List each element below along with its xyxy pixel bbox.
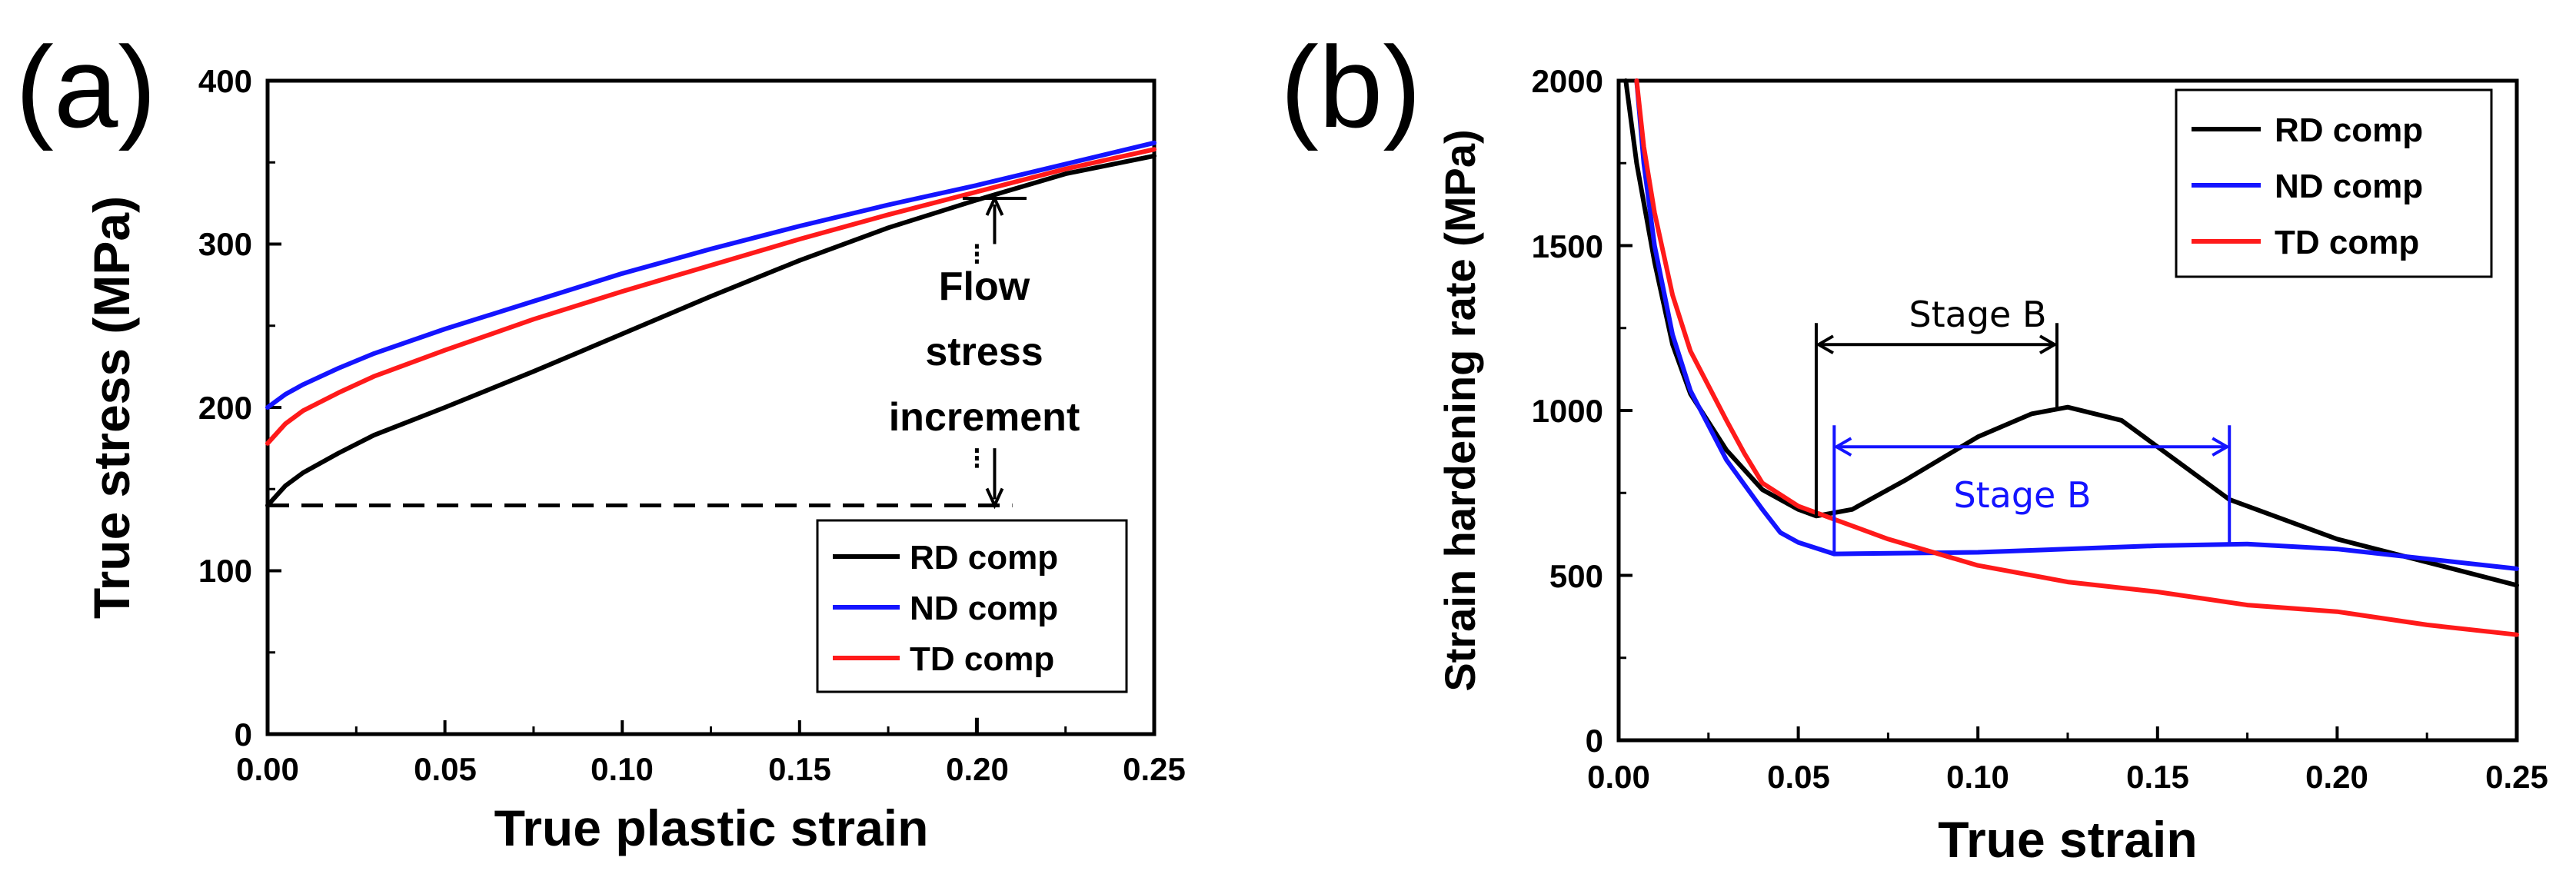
panel-b-x-axis-title: True strain	[1938, 811, 2197, 868]
legend-label-nd: ND comp	[910, 590, 1058, 627]
panel-b: (b) 0.00 0.05 0.10 0.15 0.20 0.25 0 500 …	[1280, 22, 2548, 868]
legend-label-td: TD comp	[910, 640, 1054, 678]
y-tick-label: 1000	[1532, 393, 1603, 429]
x-tick-label: 0.20	[946, 751, 1009, 787]
stage-b-right-arrowhead-rd	[2039, 334, 2058, 354]
stage-b-left-arrowhead-nd	[1833, 437, 1852, 457]
panel-b-y-tick-labels: 0 500 1000 1500 2000	[1532, 63, 1603, 759]
panel-a-x-axis-title: True plastic strain	[494, 799, 929, 856]
y-tick-label: 100	[198, 553, 252, 589]
panel-a-series	[265, 140, 1157, 508]
panel-b-annotations	[1814, 323, 2232, 554]
y-tick-label: 1500	[1532, 228, 1603, 264]
x-tick-label: 0.00	[1587, 759, 1650, 795]
stage-b-left-arrowhead-rd	[1815, 334, 1834, 354]
x-tick-label: 0.25	[2485, 759, 2548, 795]
stage-b-label-nd: Stage B	[1953, 474, 2091, 516]
x-tick-label: 0.00	[236, 751, 299, 787]
series-line-td	[265, 147, 1157, 446]
series-line-rd	[1623, 78, 2519, 588]
x-tick-label: 0.20	[2305, 759, 2368, 795]
panel-b-series	[1623, 78, 2519, 637]
panel-a-y-tick-labels: 0 100 200 300 400	[198, 63, 252, 753]
panel-b-y-axis-title: Strain hardening rate (MPa)	[1436, 129, 1484, 691]
x-tick-label: 0.10	[591, 751, 654, 787]
annotation-line-flow: Flow	[939, 264, 1030, 309]
x-tick-label: 0.15	[768, 751, 831, 787]
stage-b-right-arrowhead-nd	[2212, 437, 2231, 457]
legend-label-nd: ND comp	[2275, 168, 2423, 205]
y-tick-label: 500	[1549, 558, 1603, 594]
x-tick-label: 0.05	[414, 751, 477, 787]
series-line-td	[1634, 78, 2519, 637]
panel-b-label: (b)	[1280, 22, 1421, 151]
x-tick-label: 0.10	[1946, 759, 2009, 795]
series-line-rd	[265, 153, 1157, 508]
panel-b-x-tick-labels: 0.00 0.05 0.10 0.15 0.20 0.25	[1587, 759, 2548, 795]
panel-a-label: (a)	[15, 22, 156, 151]
panel-b-legend: RD comp ND comp TD comp	[2175, 88, 2493, 278]
arrow-down-head	[985, 487, 1004, 510]
x-tick-label: 0.25	[1123, 751, 1186, 787]
y-tick-label: 200	[198, 390, 252, 426]
series-line-nd	[1634, 78, 2519, 571]
series-line-nd	[265, 140, 1157, 410]
annotation-line-stress: stress	[925, 330, 1043, 374]
annotation-line-increment: increment	[889, 395, 1080, 440]
y-tick-label: 0	[1586, 723, 1603, 759]
x-tick-label: 0.05	[1767, 759, 1830, 795]
panel-a-y-axis-title: True stress (MPa)	[83, 196, 140, 619]
y-tick-label: 2000	[1532, 63, 1603, 99]
panel-a: (a) 0.00 0.05 0.10 0.15 0.20 0.25 0 100 …	[15, 22, 1186, 856]
legend-label-rd: RD comp	[910, 539, 1058, 577]
y-tick-label: 300	[198, 226, 252, 262]
legend-label-rd: RD comp	[2275, 111, 2423, 149]
y-tick-label: 400	[198, 63, 252, 99]
panel-a-legend: RD comp ND comp TD comp	[816, 519, 1128, 693]
panel-a-annotations	[268, 194, 1027, 733]
stage-b-label-rd: Stage B	[1909, 294, 2046, 335]
x-tick-label: 0.15	[2126, 759, 2189, 795]
y-tick-label: 0	[235, 716, 252, 753]
legend-label-td: TD comp	[2275, 224, 2419, 261]
panel-a-x-tick-labels: 0.00 0.05 0.10 0.15 0.20 0.25	[236, 751, 1186, 787]
